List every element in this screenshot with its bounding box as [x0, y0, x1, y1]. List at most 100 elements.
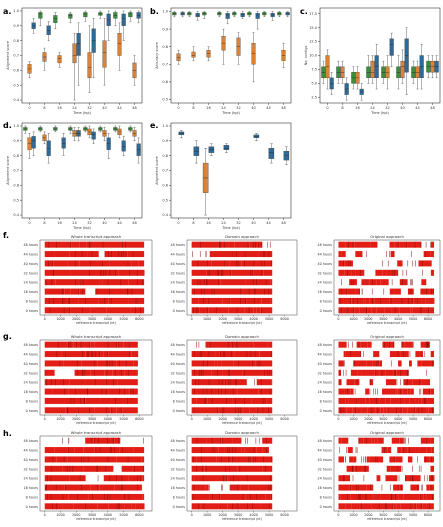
mismatch-mark: [235, 407, 236, 414]
mismatch-mark: [206, 279, 207, 286]
coverage-segment: [215, 351, 220, 358]
coverage-segment: [109, 260, 129, 267]
mismatch-mark: [409, 351, 411, 358]
mismatch-mark: [95, 447, 97, 454]
coverage-segment: [343, 351, 346, 358]
mismatch-mark: [118, 341, 119, 348]
mismatch-mark: [70, 397, 72, 404]
mismatch-mark: [64, 388, 65, 395]
x-tick-label: 3000: [379, 513, 387, 517]
coverage-segment: [198, 297, 208, 304]
coverage-segment: [253, 484, 273, 491]
mismatch-mark: [137, 351, 139, 358]
y-tick-label: 0.7: [162, 169, 168, 173]
box-body: [268, 148, 275, 159]
row-label: 44 hours: [170, 253, 185, 257]
mismatch-mark: [397, 269, 399, 276]
coverage-segment: [394, 241, 400, 248]
box-body: [87, 52, 92, 78]
mismatch-mark: [55, 379, 56, 386]
mismatch-mark: [421, 307, 422, 314]
mismatch-mark: [109, 493, 111, 500]
coverage-segment: [390, 465, 398, 472]
coverage-segment: [351, 484, 359, 491]
mismatch-mark: [391, 279, 393, 286]
coverage-segment: [369, 397, 377, 404]
coverage-segment: [54, 251, 70, 258]
x-axis-label: reference transcript (nt): [76, 517, 116, 521]
coverage-segment: [382, 269, 387, 276]
row-label: 40 hours: [23, 262, 38, 266]
coverage-segment: [355, 251, 363, 258]
mismatch-mark: [107, 456, 109, 463]
mismatch-mark: [427, 341, 428, 348]
coverage-segment: [270, 279, 273, 286]
mismatch-mark: [89, 341, 90, 348]
box-body: [285, 12, 290, 16]
coverage-segment: [428, 407, 435, 414]
coverage-segment: [370, 241, 378, 248]
mismatch-mark: [220, 269, 222, 276]
coverage-segment: [229, 465, 238, 472]
x-tick-label: 44: [266, 221, 271, 225]
coverage-segment: [135, 503, 145, 510]
mismatch-mark: [348, 241, 349, 248]
coverage-segment: [44, 503, 63, 510]
coverage-segment: [134, 397, 138, 404]
mismatch-mark: [339, 447, 340, 454]
mismatch-mark: [97, 465, 98, 472]
row-label: 16 hours: [317, 290, 332, 294]
coverage-title: Original approach: [370, 430, 404, 435]
box-body: [223, 145, 230, 150]
mismatch-mark: [345, 369, 347, 376]
mismatch-mark: [349, 260, 351, 267]
mismatch-mark: [396, 407, 397, 414]
y-tick-label: 15.0: [309, 26, 317, 30]
box-body: [202, 12, 207, 16]
coverage-segment: [353, 360, 360, 367]
mismatch-mark: [75, 388, 76, 395]
mismatch-mark: [352, 465, 354, 472]
mismatch-mark: [353, 279, 354, 286]
mismatch-mark: [258, 241, 260, 248]
coverage-segment: [398, 360, 402, 367]
mismatch-mark: [248, 456, 250, 463]
y-tick-label: 0.5: [162, 98, 168, 102]
coverage-segment: [206, 447, 216, 454]
coverage-segment: [410, 484, 420, 491]
coverage-segment: [415, 397, 419, 404]
coverage-segment: [386, 407, 390, 414]
coverage-segment: [346, 379, 355, 386]
mismatch-mark: [206, 279, 208, 286]
x-tick-label: 6000: [135, 417, 143, 421]
coverage-segment: [263, 269, 273, 276]
coverage-segment: [397, 388, 403, 395]
mismatch-mark: [62, 288, 64, 295]
mismatch-mark: [205, 397, 206, 404]
coverage-segment: [420, 341, 424, 348]
mismatch-mark: [68, 341, 69, 348]
coverage-segment: [217, 475, 225, 482]
mismatch-mark: [350, 484, 351, 491]
y-axis-label: Alignment score: [155, 156, 159, 184]
mismatch-mark: [206, 388, 208, 395]
row-label: 8 hours: [173, 299, 186, 303]
x-tick-label: 1000: [203, 513, 211, 517]
coverage-segment: [251, 456, 272, 463]
mismatch-mark: [372, 279, 373, 286]
coverage-segment: [376, 475, 381, 482]
coverage-segment: [424, 379, 431, 386]
box-body: [247, 12, 252, 16]
coverage-segment: [83, 456, 94, 463]
coverage-segment: [133, 447, 143, 454]
mismatch-mark: [376, 397, 377, 404]
mismatch-mark: [98, 437, 99, 444]
coverage-segment: [366, 360, 373, 367]
x-axis-label: Time (hpi): [72, 226, 91, 230]
mismatch-mark: [403, 379, 404, 386]
mismatch-mark: [65, 484, 66, 491]
y-tick-label: 0.8: [13, 39, 19, 43]
coverage-segment: [361, 369, 367, 376]
mismatch-mark: [119, 360, 120, 367]
mismatch-mark: [137, 279, 138, 286]
